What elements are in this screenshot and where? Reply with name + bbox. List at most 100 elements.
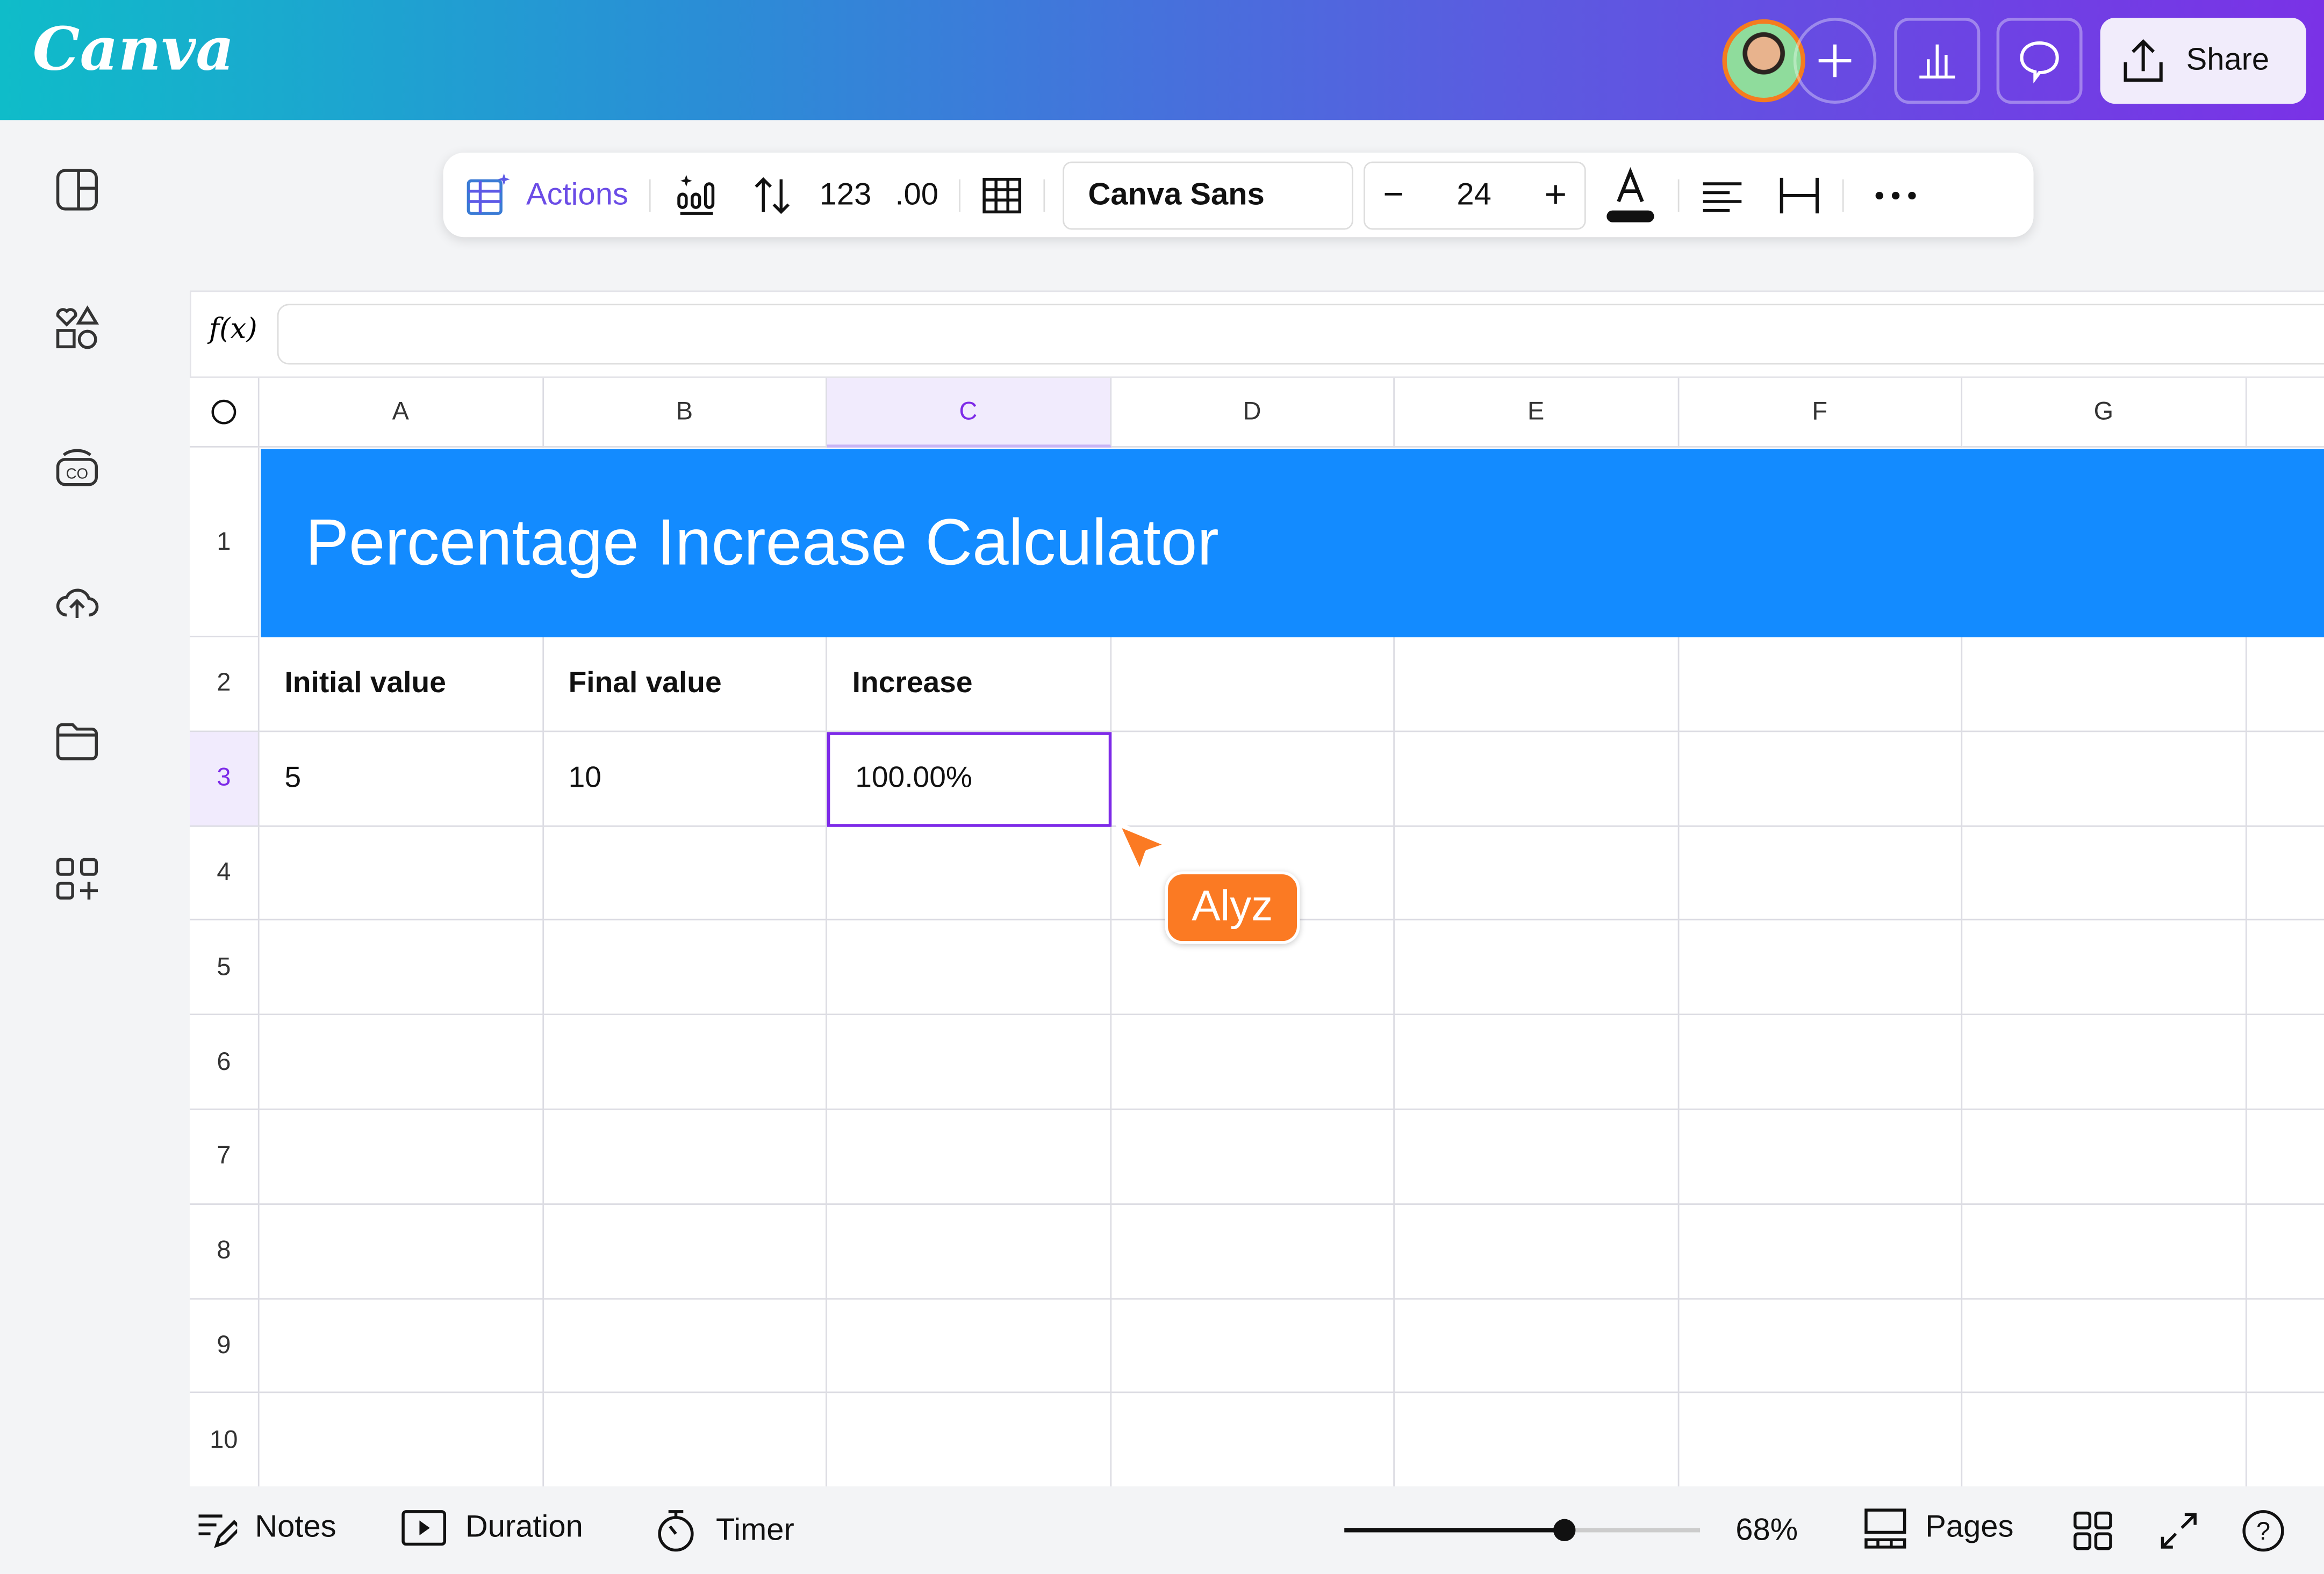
cell-D3[interactable]	[1110, 731, 1395, 826]
chart-sparkle-icon[interactable]	[671, 171, 719, 219]
column-header-next[interactable]	[2246, 378, 2324, 448]
cell-G2[interactable]	[1962, 637, 2247, 732]
column-width-icon[interactable]	[1777, 174, 1822, 215]
increase-font-button[interactable]: +	[1544, 171, 1567, 217]
row-header-10[interactable]: 10	[189, 1393, 260, 1486]
cell-F7[interactable]	[1679, 1110, 1963, 1205]
row-header-3[interactable]: 3	[189, 731, 260, 826]
cloud-upload-icon[interactable]	[53, 578, 101, 626]
cell-G3[interactable]	[1962, 731, 2247, 826]
column-header-A[interactable]: A	[259, 378, 543, 448]
cell-D10[interactable]	[1111, 1393, 1395, 1486]
font-size-value[interactable]: 24	[1457, 177, 1491, 211]
cell-H6[interactable]	[2246, 1016, 2324, 1110]
duration-button[interactable]: Duration	[400, 1507, 583, 1549]
title-cell[interactable]: Percentage Increase Calculator	[261, 449, 2324, 637]
cell-H9[interactable]	[2246, 1299, 2324, 1394]
column-header-C[interactable]: C	[827, 378, 1111, 448]
layout-icon[interactable]	[53, 166, 101, 213]
cell-A4[interactable]	[259, 826, 543, 921]
cell-D2[interactable]	[1110, 637, 1395, 732]
cell-E6[interactable]	[1394, 1015, 1679, 1110]
cell-B10[interactable]	[543, 1393, 827, 1486]
user-avatar[interactable]	[1722, 19, 1805, 103]
insights-button[interactable]	[1894, 18, 1981, 104]
zoom-level[interactable]: 68%	[1735, 1513, 1798, 1548]
cell-F2[interactable]	[1679, 637, 1963, 732]
cell-F6[interactable]	[1679, 1015, 1963, 1110]
cell-C7[interactable]	[827, 1110, 1111, 1205]
cell-B5[interactable]	[543, 921, 827, 1016]
cell-G10[interactable]	[1962, 1393, 2247, 1486]
cell-D6[interactable]	[1110, 1015, 1395, 1110]
cell-C10[interactable]	[827, 1393, 1111, 1486]
cell-G4[interactable]	[1962, 826, 2247, 921]
cell-A7[interactable]	[259, 1110, 543, 1205]
value-cell[interactable]: 10	[543, 731, 827, 826]
table-borders-icon[interactable]	[981, 174, 1023, 215]
cell-C6[interactable]	[827, 1015, 1111, 1110]
row-header-9[interactable]: 9	[189, 1299, 260, 1394]
align-left-icon[interactable]	[1700, 177, 1745, 213]
select-all-button[interactable]	[189, 378, 260, 448]
column-label-cell[interactable]: Increase	[827, 637, 1111, 732]
cell-H8[interactable]	[2246, 1204, 2324, 1299]
decimal-format-button[interactable]: .00	[895, 177, 938, 211]
column-label-cell[interactable]: Final value	[543, 637, 827, 732]
row-header-2[interactable]: 2	[189, 637, 260, 732]
cell-A10[interactable]	[260, 1393, 543, 1486]
cell-F9[interactable]	[1679, 1299, 1963, 1394]
cell-H5[interactable]	[2246, 921, 2324, 1016]
text-color-icon[interactable]	[1604, 165, 1657, 224]
row-header-6[interactable]: 6	[189, 1015, 260, 1110]
brand-icon[interactable]: CO	[53, 444, 101, 492]
cell-G6[interactable]	[1962, 1015, 2247, 1110]
comments-button[interactable]	[1996, 18, 2083, 104]
cell-D7[interactable]	[1110, 1110, 1395, 1205]
number-format-button[interactable]: 123	[819, 177, 872, 211]
cell-B8[interactable]	[543, 1204, 827, 1299]
folder-icon[interactable]	[53, 717, 101, 765]
row-header-7[interactable]: 7	[189, 1110, 260, 1205]
row-header-4[interactable]: 4	[189, 826, 260, 921]
cell-A9[interactable]	[259, 1299, 543, 1394]
cell-F10[interactable]	[1679, 1393, 1963, 1486]
row-header-5[interactable]: 5	[189, 921, 260, 1016]
apps-icon[interactable]	[53, 855, 101, 902]
cell-F8[interactable]	[1679, 1204, 1963, 1299]
cell-E2[interactable]	[1394, 637, 1679, 732]
elements-icon[interactable]	[53, 304, 101, 351]
canva-logo[interactable]: Canva	[32, 15, 234, 85]
cell-G9[interactable]	[1962, 1299, 2247, 1394]
selected-cell[interactable]: 100.00%	[827, 731, 1111, 826]
cell-F3[interactable]	[1679, 731, 1963, 826]
cell-D9[interactable]	[1110, 1299, 1395, 1394]
cell-E7[interactable]	[1394, 1110, 1679, 1205]
cell-B4[interactable]	[543, 826, 827, 921]
cell-A5[interactable]	[259, 921, 543, 1016]
sort-icon[interactable]	[751, 173, 796, 217]
cell-A8[interactable]	[259, 1204, 543, 1299]
cell-B9[interactable]	[543, 1299, 827, 1394]
cell-D8[interactable]	[1110, 1204, 1395, 1299]
actions-button[interactable]: Actions	[464, 171, 628, 219]
column-header-G[interactable]: G	[1962, 378, 2247, 448]
grid-view-icon[interactable]	[2072, 1510, 2113, 1551]
column-header-D[interactable]: D	[1110, 378, 1395, 448]
row-header-8[interactable]: 8	[189, 1204, 260, 1299]
zoom-slider[interactable]	[1344, 1519, 1701, 1542]
cell-E3[interactable]	[1394, 731, 1679, 826]
cell-C9[interactable]	[827, 1299, 1111, 1394]
zoom-slider-handle[interactable]	[1553, 1519, 1575, 1542]
help-icon[interactable]: ?	[2240, 1507, 2287, 1555]
cell-H3[interactable]	[2246, 732, 2324, 826]
more-icon[interactable]	[1874, 188, 1918, 203]
cell-C4[interactable]	[827, 826, 1111, 921]
cell-H10[interactable]	[2246, 1393, 2324, 1486]
notes-button[interactable]: Notes	[196, 1507, 336, 1549]
cell-D5[interactable]	[1110, 921, 1395, 1016]
cell-C8[interactable]	[827, 1204, 1111, 1299]
cell-H2[interactable]	[2246, 637, 2324, 732]
column-header-F[interactable]: F	[1679, 378, 1963, 448]
formula-input[interactable]	[277, 304, 2324, 365]
